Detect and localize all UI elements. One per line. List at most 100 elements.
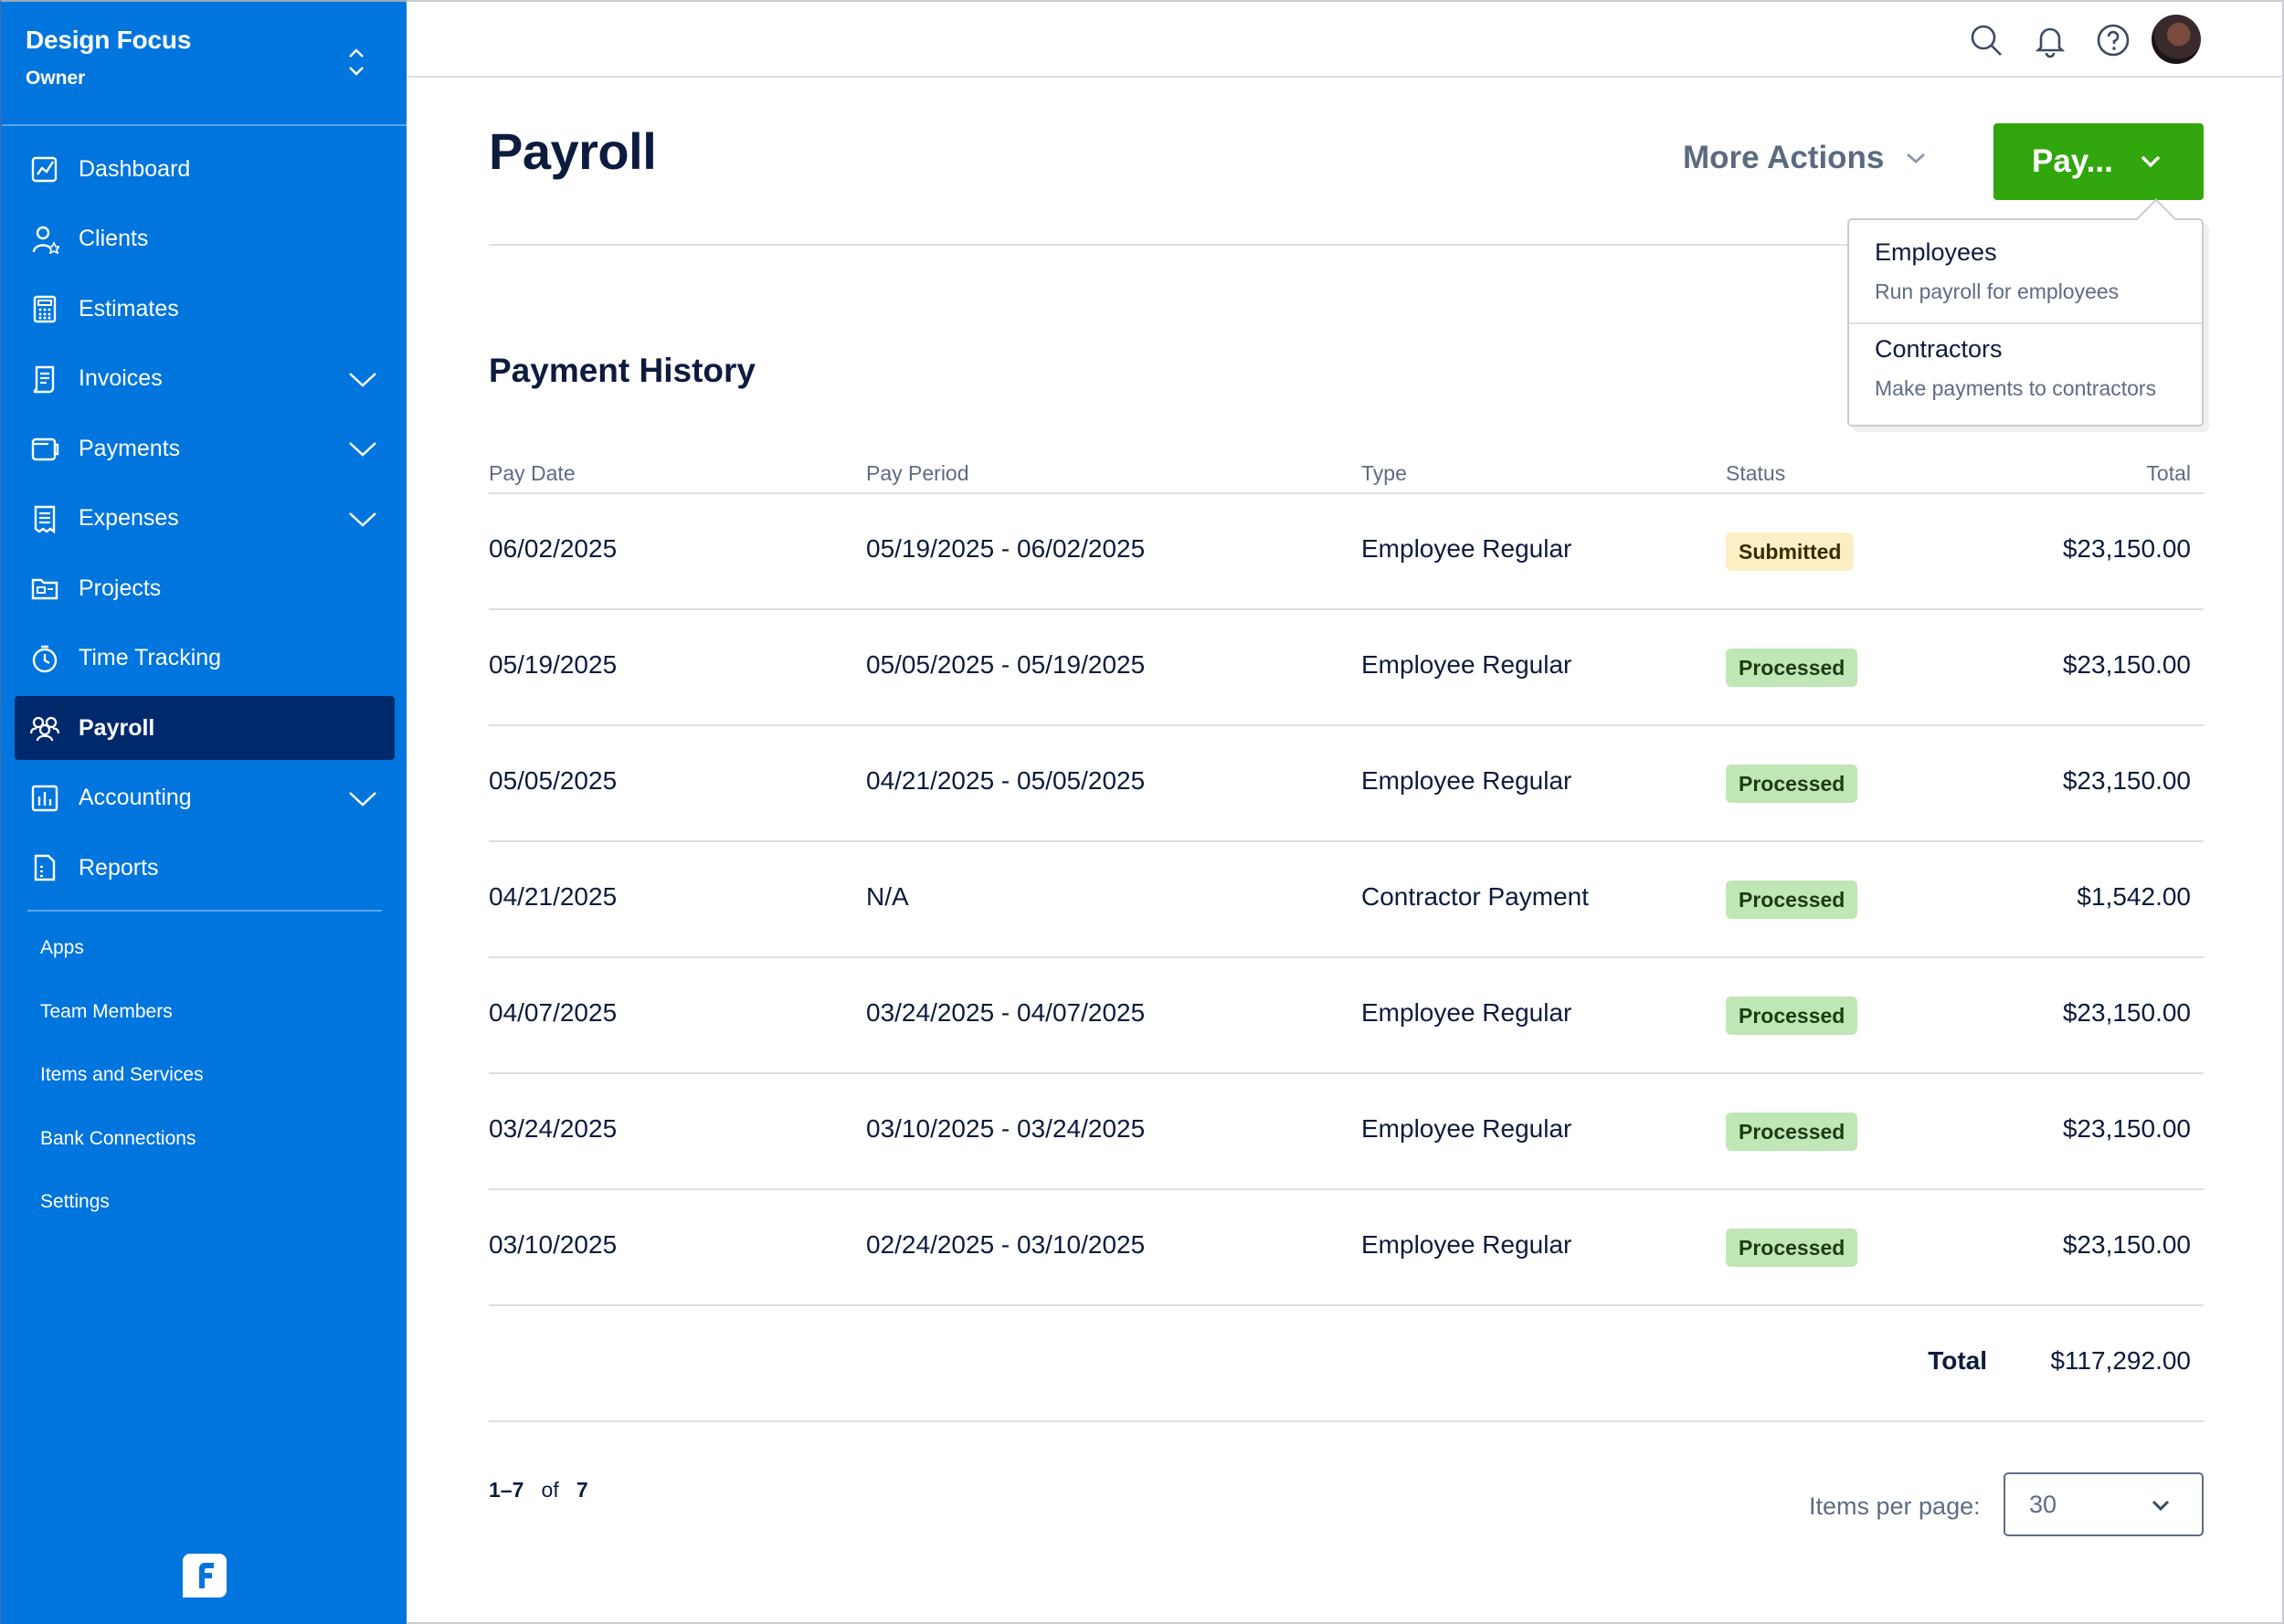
cell-pay-period: 03/24/2025 - 04/07/2025 (866, 998, 1146, 1027)
status-badge: Submitted (1726, 533, 1855, 571)
sidebar-item-payments[interactable]: Payments (15, 417, 395, 480)
column-header-pay-period[interactable]: Pay Period (866, 461, 969, 485)
cell-pay-date: 05/19/2025 (489, 650, 618, 679)
pagination-of: of (541, 1478, 559, 1502)
main-content: Payroll More Actions Pay... Employees Ru… (407, 78, 2284, 1624)
table-row[interactable]: 06/02/2025 05/19/2025 - 06/02/2025 Employe… (489, 494, 2204, 610)
cell-type: Employee Regular (1361, 650, 1572, 679)
bell-icon[interactable] (2032, 22, 2068, 58)
sidebar-item-time-tracking[interactable]: Time Tracking (15, 627, 395, 691)
sidebar-item-estimates[interactable]: Estimates (15, 277, 395, 341)
chevron-up-down-icon[interactable] (345, 44, 367, 80)
cell-type: Employee Regular (1361, 998, 1572, 1027)
table-row[interactable]: 03/24/2025 03/10/2025 - 03/24/2025 Employe… (489, 1074, 2204, 1190)
table-row[interactable]: 04/07/2025 03/24/2025 - 04/07/2025 Employe… (489, 958, 2204, 1074)
sidebar-subnav: Apps Team Members Items and Services Ban… (40, 930, 204, 1248)
pagination-summary: 1–7 of 7 (489, 1478, 588, 1503)
cell-total: $23,150.00 (2062, 534, 2191, 563)
avatar[interactable] (2152, 15, 2201, 64)
menu-item-contractors[interactable]: Contractors Make payments to contractors (1849, 335, 2202, 401)
status-badge: Processed (1726, 997, 1858, 1035)
business-switcher[interactable]: Design Focus Owner (26, 26, 384, 99)
sidebar-link-team-members[interactable]: Team Members (40, 1000, 173, 1022)
sidebar-item-label: Payments (79, 435, 181, 461)
sidebar-item-accounting[interactable]: Accounting (15, 766, 395, 830)
cell-pay-period: 04/21/2025 - 05/05/2025 (866, 766, 1146, 795)
receipt-icon (29, 503, 60, 534)
chevron-down-icon[interactable] (347, 507, 378, 531)
column-header-pay-date[interactable]: Pay Date (489, 461, 576, 485)
pay-dropdown-menu: Employees Run payroll for employees Cont… (1847, 198, 2204, 427)
total-value: $117,292.00 (2050, 1346, 2191, 1375)
sidebar-item-label: Estimates (79, 295, 179, 322)
chart-line-icon (29, 153, 60, 185)
cell-total: $23,150.00 (2062, 998, 2191, 1027)
column-header-status[interactable]: Status (1726, 461, 1786, 485)
people-icon (29, 712, 60, 743)
brand-logo-icon (183, 1554, 227, 1598)
cell-type: Employee Regular (1361, 766, 1572, 795)
chevron-down-icon[interactable] (347, 437, 378, 460)
page-title: Payroll (489, 122, 657, 180)
column-header-total[interactable]: Total (2146, 461, 2191, 485)
menu-item-title: Employees (1875, 238, 1997, 266)
sidebar-item-dashboard[interactable]: Dashboard (15, 137, 395, 201)
sidebar-item-label: Projects (79, 575, 162, 601)
help-icon[interactable] (2095, 22, 2131, 58)
pay-button[interactable]: Pay... (1993, 123, 2204, 200)
search-icon[interactable] (1968, 22, 2004, 58)
menu-item-subtitle: Make payments to contractors (1875, 376, 2157, 400)
sidebar-item-expenses[interactable]: Expenses (15, 487, 395, 551)
sidebar-link-settings[interactable]: Settings (40, 1191, 110, 1212)
table-row[interactable]: 05/19/2025 05/05/2025 - 05/19/2025 Employe… (489, 610, 2204, 726)
cell-type: Employee Regular (1361, 1230, 1572, 1259)
cell-pay-period: 02/24/2025 - 03/10/2025 (866, 1230, 1146, 1259)
sidebar-link-bank-connections[interactable]: Bank Connections (40, 1127, 196, 1149)
sidebar-item-label: Time Tracking (79, 645, 222, 670)
status-badge: Processed (1726, 881, 1858, 919)
chevron-down-icon (2152, 1500, 2170, 1512)
section-title: Payment History (489, 352, 756, 389)
person-star-icon (29, 224, 60, 255)
sidebar-link-items-and-services[interactable]: Items and Services (40, 1064, 204, 1085)
sidebar-item-label: Payroll (79, 714, 155, 741)
bar-chart-icon (29, 783, 60, 814)
status-badge: Processed (1726, 1113, 1858, 1151)
cell-type: Employee Regular (1361, 534, 1572, 563)
calculator-icon (29, 293, 60, 324)
top-bar (407, 0, 2284, 78)
report-icon (29, 852, 60, 883)
sidebar-item-clients[interactable]: Clients (15, 207, 395, 271)
sidebar-item-payroll[interactable]: Payroll (15, 696, 395, 760)
menu-item-subtitle: Run payroll for employees (1875, 279, 2120, 303)
menu-item-employees[interactable]: Employees Run payroll for employees (1849, 238, 2202, 304)
pagination-count: 7 (576, 1478, 588, 1502)
items-per-page-label: Items per page: (1809, 1492, 1981, 1520)
cell-total: $23,150.00 (2062, 1114, 2191, 1143)
more-actions-button[interactable]: More Actions (1683, 140, 1928, 176)
table-row[interactable]: 04/21/2025 N/A Contractor Payment Processed… (489, 842, 2204, 958)
cell-pay-date: 06/02/2025 (489, 534, 618, 563)
business-name: Design Focus (26, 26, 192, 54)
header-divider (489, 244, 2204, 246)
sidebar-item-invoices[interactable]: Invoices (15, 347, 395, 411)
sidebar-item-reports[interactable]: Reports (15, 836, 395, 900)
table-row[interactable]: 03/10/2025 02/24/2025 - 03/10/2025 Employe… (489, 1190, 2204, 1306)
sidebar-link-apps[interactable]: Apps (40, 937, 84, 958)
column-header-type[interactable]: Type (1361, 461, 1407, 485)
cell-pay-date: 04/21/2025 (489, 882, 618, 911)
sidebar-item-label: Reports (79, 854, 159, 881)
business-role: Owner (26, 68, 86, 89)
sidebar-item-projects[interactable]: Projects (15, 556, 395, 620)
table-row[interactable]: 05/05/2025 04/21/2025 - 05/05/2025 Employe… (489, 726, 2204, 842)
sidebar-item-label: Accounting (79, 785, 192, 810)
items-per-page-select[interactable]: 30 (2004, 1472, 2204, 1536)
pay-button-label: Pay... (2032, 143, 2113, 179)
chevron-down-icon[interactable] (347, 367, 378, 391)
stopwatch-icon (29, 643, 60, 674)
cell-type: Employee Regular (1361, 1114, 1572, 1143)
sidebar-item-label: Invoices (79, 365, 163, 391)
chevron-down-icon[interactable] (347, 786, 378, 810)
cell-total: $23,150.00 (2062, 1230, 2191, 1259)
sidebar-item-label: Expenses (79, 505, 179, 531)
